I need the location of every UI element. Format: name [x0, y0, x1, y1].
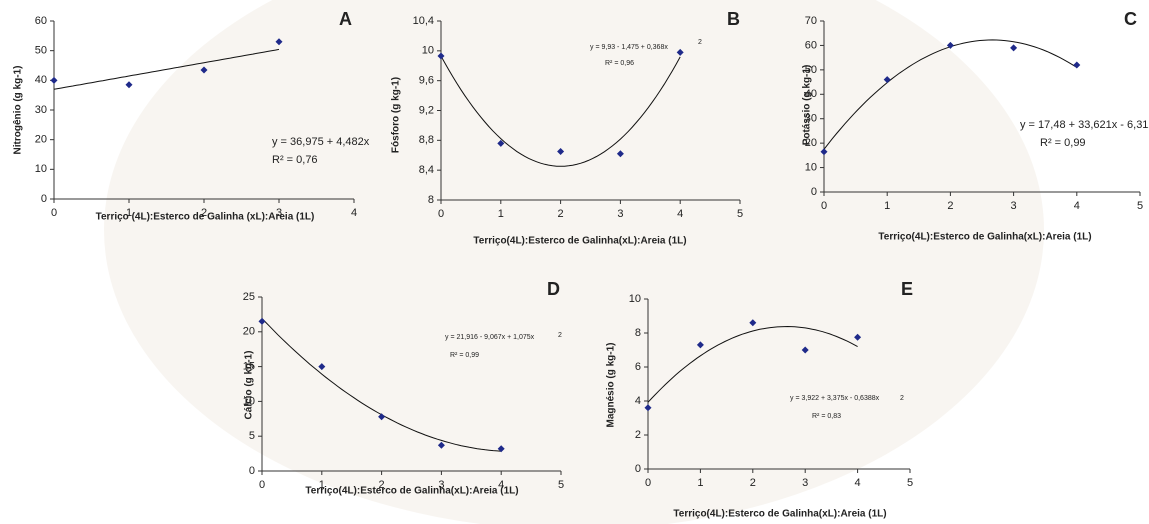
x-axis-title: Terriço(4L):Esterco de Galinha(xL):Areia…: [673, 509, 886, 520]
x-tick-label: 3: [1011, 200, 1017, 212]
x-tick-label: 4: [855, 477, 861, 489]
y-tick-label: 0: [811, 186, 817, 198]
y-tick-label: 20: [243, 326, 255, 338]
y-tick-label: 5: [249, 430, 255, 442]
y-tick-label: 70: [805, 15, 817, 27]
y-tick-label: 25: [243, 291, 255, 303]
y-tick-label: 10: [35, 163, 47, 175]
x-tick-label: 5: [558, 479, 564, 491]
panel-letter: D: [547, 279, 560, 299]
x-tick-label: 1: [697, 477, 703, 489]
point: [1073, 61, 1080, 68]
x-tick-label: 0: [438, 208, 444, 220]
x-tick-label: 4: [351, 207, 357, 219]
background-watermark: [104, 0, 1044, 524]
y-tick-label: 9,6: [419, 75, 434, 87]
x-tick-label: 0: [51, 207, 57, 219]
y-tick-label: 6: [635, 361, 641, 373]
panel-letter: C: [1124, 9, 1137, 29]
trend-equation: y = 36,975 + 4,482x: [272, 136, 370, 148]
x-axis-title: Terriço (4L):Esterco de Galinha (xL):Are…: [96, 212, 315, 223]
y-tick-label: 60: [805, 39, 817, 51]
r-squared: R² = 0,99: [1040, 137, 1086, 149]
r-squared: R² = 0,83: [812, 413, 841, 420]
x-tick-label: 5: [737, 208, 743, 220]
x-tick-label: 2: [558, 208, 564, 220]
y-tick-label: 8,4: [419, 164, 434, 176]
x-tick-label: 4: [677, 208, 683, 220]
trend-equation: y = 17,48 + 33,621x - 6,3129x²: [1020, 119, 1149, 131]
y-tick-label: 8: [428, 194, 434, 206]
y-tick-label: 2: [635, 429, 641, 441]
x-tick-label: 0: [821, 200, 827, 212]
x-axis-title: Terriço(4L):Esterco de Galinha(xL):Areia…: [473, 236, 686, 247]
equation-exponent: 2: [558, 332, 562, 339]
panel-letter: B: [727, 9, 740, 29]
y-tick-label: 10: [629, 293, 641, 305]
y-tick-label: 60: [35, 15, 47, 27]
y-tick-label: 50: [35, 45, 47, 57]
r-squared: R² = 0,96: [605, 60, 634, 67]
y-tick-label: 30: [35, 104, 47, 116]
x-tick-label: 5: [1137, 200, 1143, 212]
figure: 010203040506001234Terriço (4L):Esterco d…: [0, 0, 1149, 524]
r-squared: R² = 0,99: [450, 352, 479, 359]
x-tick-label: 0: [645, 477, 651, 489]
point: [126, 81, 133, 88]
x-tick-label: 0: [259, 479, 265, 491]
x-tick-label: 1: [884, 200, 890, 212]
y-tick-label: 4: [635, 395, 641, 407]
x-axis-title: Terriço(4L):Esterco de Galinha(xL):Areia…: [878, 232, 1091, 243]
x-axis-title: Terriço(4L):Esterco de Galinha(xL):Areia…: [305, 486, 518, 497]
y-tick-label: 20: [35, 134, 47, 146]
point: [51, 77, 58, 84]
panel-letter: E: [901, 279, 913, 299]
y-tick-label: 10,4: [413, 15, 434, 27]
y-tick-label: 10: [805, 161, 817, 173]
equation-exponent: 2: [698, 39, 702, 46]
y-axis-title: Nitrogênio (g kg-1): [13, 66, 24, 155]
x-tick-label: 3: [802, 477, 808, 489]
y-tick-label: 10: [422, 45, 434, 57]
y-axis-title: Potássio (g kg-1): [802, 65, 813, 146]
x-tick-label: 3: [617, 208, 623, 220]
x-tick-label: 1: [498, 208, 504, 220]
x-tick-label: 4: [1074, 200, 1080, 212]
y-tick-label: 9,2: [419, 104, 434, 116]
y-tick-label: 0: [41, 193, 47, 205]
r-squared: R² = 0,76: [272, 154, 318, 166]
y-tick-label: 8: [635, 327, 641, 339]
y-tick-label: 8,8: [419, 134, 434, 146]
y-axis-title: Magnésio (g kg-1): [606, 342, 617, 427]
point: [1010, 44, 1017, 51]
trend-equation: y = 21,916 - 9,067x + 1,075x: [445, 334, 535, 341]
x-tick-label: 2: [750, 477, 756, 489]
panel-letter: A: [339, 9, 352, 29]
equation-exponent: 2: [900, 395, 904, 402]
y-axis-title: Cálcio (g kg-1): [244, 351, 255, 420]
trend-equation: y = 9,93 - 1,475 + 0,368x: [590, 44, 668, 51]
trend-equation: y = 3,922 + 3,375x - 0,6388x: [790, 395, 880, 402]
x-tick-label: 5: [907, 477, 913, 489]
y-tick-label: 0: [249, 465, 255, 477]
y-tick-label: 40: [35, 74, 47, 86]
y-axis-title: Fósforo (g kg-1): [391, 77, 402, 153]
x-tick-label: 2: [947, 200, 953, 212]
y-tick-label: 0: [635, 463, 641, 475]
